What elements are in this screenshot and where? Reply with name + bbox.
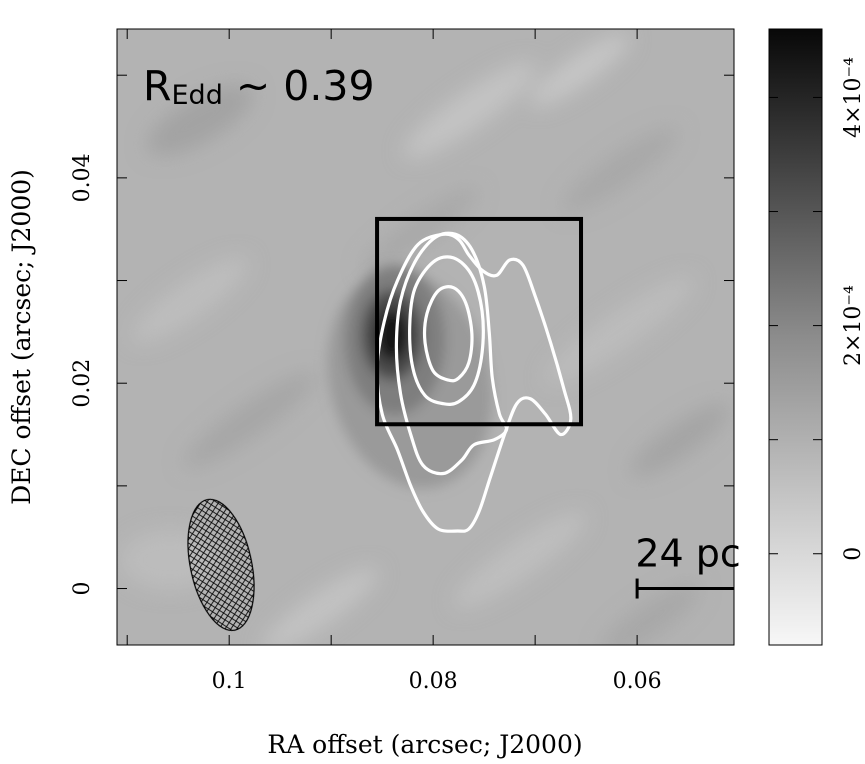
eddington-ratio-label: REdd ~ 0.39 — [143, 62, 375, 111]
x-axis-ticks: 0.1 0.08 0.06 — [126, 29, 662, 694]
x-tick-label: 0.1 — [212, 669, 247, 694]
contour-level-4 — [422, 285, 474, 383]
colorbar-tick-label: 0 — [841, 547, 865, 561]
x-axis-title: RA offset (arcsec; J2000) — [267, 730, 582, 759]
emission-blob — [327, 265, 493, 489]
scale-bar — [635, 578, 734, 599]
map-image — [117, 29, 734, 645]
contour-level-3 — [408, 255, 485, 406]
colorbar-tick-label: 2×10⁻⁴ — [841, 285, 865, 366]
x-tick-label: 0.06 — [613, 669, 662, 694]
colorbar-ticks: 0 2×10⁻⁴ 4×10⁻⁴ — [769, 57, 865, 561]
y-axis-title: DEC offset (arcsec; J2000) — [7, 169, 36, 505]
contour-level-1 — [375, 232, 573, 533]
contour-lines — [375, 231, 573, 533]
plot-frame — [116, 28, 735, 646]
region-box — [375, 216, 584, 427]
contour-level-2 — [394, 231, 509, 476]
y-tick-label: 0 — [70, 582, 95, 596]
beam-ellipse — [187, 498, 255, 632]
colorbar: 0 2×10⁻⁴ 4×10⁻⁴ — [768, 28, 865, 646]
y-axis-ticks: 0 0.02 0.04 — [70, 74, 734, 596]
scale-bar-label: 24 pc — [635, 532, 740, 576]
y-tick-label: 0.04 — [70, 153, 95, 202]
y-tick-label: 0.02 — [70, 359, 95, 408]
colorbar-tick-label: 4×10⁻⁴ — [841, 57, 865, 138]
colorbar-gradient — [768, 28, 823, 646]
x-tick-label: 0.08 — [409, 669, 458, 694]
